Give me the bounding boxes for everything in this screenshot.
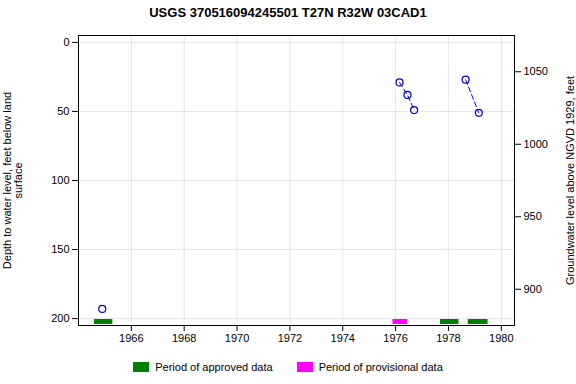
svg-text:900: 900 [524,283,542,295]
svg-text:950: 950 [524,210,542,222]
svg-text:1976: 1976 [383,332,407,344]
svg-text:0: 0 [63,36,69,48]
html-text:Period of approved data: Period of approved data [155,361,273,373]
svg-text:1972: 1972 [278,332,302,344]
svg-text:1000: 1000 [524,138,548,150]
svg-text:1980: 1980 [489,332,513,344]
svg-text:1974: 1974 [331,332,355,344]
svg-text:Depth to water level, feet bel: Depth to water level, feet below landsur… [1,92,24,269]
html-text:Period of provisional data: Period of provisional data [318,361,443,373]
svg-text:Groundwater level above NGVD 1: Groundwater level above NGVD 1929, feet [564,76,576,285]
svg-text:200: 200 [51,312,69,324]
svg-text:1050: 1050 [524,65,548,77]
svg-text:1966: 1966 [119,332,143,344]
svg-text:1968: 1968 [172,332,196,344]
svg-text:50: 50 [57,105,69,117]
svg-text:150: 150 [51,243,69,255]
svg-text:1978: 1978 [436,332,460,344]
svg-text:100: 100 [51,174,69,186]
svg-text:1970: 1970 [225,332,249,344]
html-text:USGS 370516094245501 T27N R32W: USGS 370516094245501 T27N R32W 03CAD1 [149,5,427,20]
